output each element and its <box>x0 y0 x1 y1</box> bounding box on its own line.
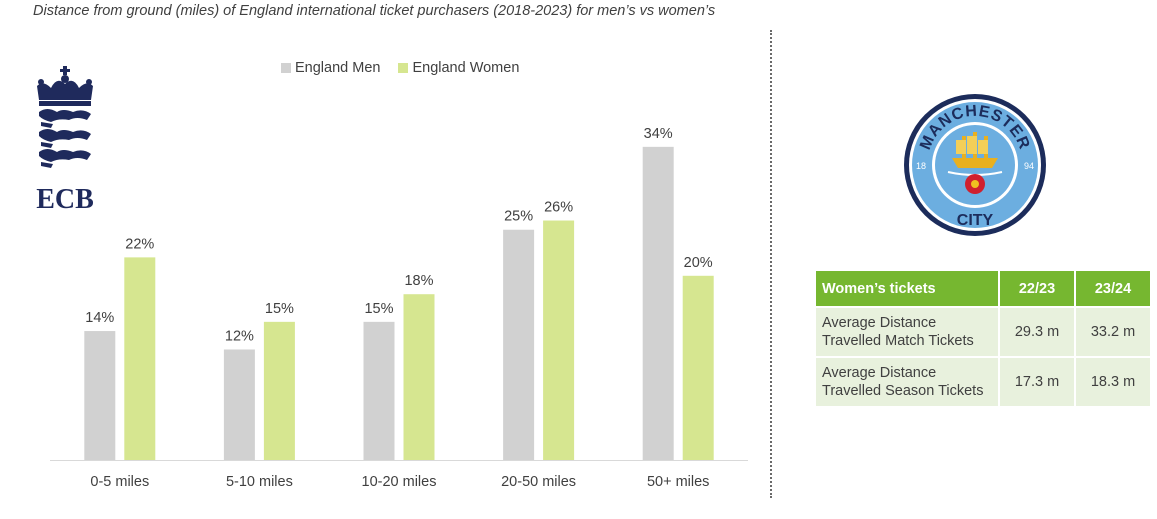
table-row-label: Average Distance Travelled Season Tickets <box>816 356 1000 406</box>
legend-label-men: England Men <box>295 60 381 76</box>
mcfc-bottom-text: CITY <box>957 212 994 229</box>
legend-swatch-women <box>398 63 409 73</box>
table-row: Average Distance Travelled Match Tickets … <box>816 306 1150 357</box>
data-label-men: 25% <box>504 209 533 225</box>
x-tick-label: 0-5 miles <box>90 474 149 490</box>
ecb-logo-text: ECB <box>36 184 94 214</box>
x-tick-label: 20-50 miles <box>501 474 576 490</box>
row-label-line1: Average Distance <box>822 315 937 331</box>
table-cell-2324: 33.2 m <box>1075 306 1150 357</box>
legend-label-women: England Women <box>412 60 520 76</box>
table-cell-2223: 17.3 m <box>999 356 1076 406</box>
ecb-crown-lions-icon: ECB <box>36 66 94 215</box>
womens-tickets-table: Women’s tickets 22/23 23/24 Average Dist… <box>816 271 1150 406</box>
manchester-city-crest-icon: MANCHESTER CITY 18 94 <box>904 94 1046 236</box>
chart-legend: England Men England Women <box>281 60 537 76</box>
data-label-women: 22% <box>125 236 154 252</box>
bar-men <box>642 146 674 460</box>
table-header-2223: 22/23 <box>999 271 1076 307</box>
chart-caption: Distance from ground (miles) of England … <box>33 3 716 19</box>
data-label-men: 15% <box>364 301 393 317</box>
x-tick-label: 5-10 miles <box>226 474 293 490</box>
row-label-line2: Travelled Season Tickets <box>822 383 984 399</box>
legend-item-men: England Men <box>281 60 380 76</box>
legend-item-women: England Women <box>398 60 519 76</box>
data-label-women: 15% <box>265 301 294 317</box>
mcfc-year-right: 94 <box>1024 161 1034 171</box>
bar-chart: 14% 22% 0-5 miles 12% 15% 5-10 miles 15% 18% 10-… <box>50 126 748 490</box>
table-cell-2223: 29.3 m <box>999 306 1076 357</box>
data-label-women: 18% <box>404 273 433 289</box>
mcfc-year-left: 18 <box>916 161 926 171</box>
table-row-label: Average Distance Travelled Match Tickets <box>816 306 1000 357</box>
table-header-row: Women’s tickets 22/23 23/24 <box>816 271 1150 307</box>
bar-women <box>682 275 714 460</box>
table-header-label: Women’s tickets <box>816 271 1000 307</box>
data-label-women: 26% <box>544 200 573 216</box>
table-row: Average Distance Travelled Season Tickets… <box>816 356 1150 406</box>
ship-icon <box>947 132 1003 176</box>
bar-men <box>503 229 535 460</box>
legend-swatch-men <box>281 63 291 73</box>
table-header-2324: 23/24 <box>1075 271 1150 307</box>
data-label-men: 14% <box>85 310 114 326</box>
bar-men <box>223 349 255 460</box>
bar-men <box>84 331 116 460</box>
x-tick-label: 50+ miles <box>647 474 709 490</box>
red-rose-icon <box>965 174 985 194</box>
bar-women <box>124 257 156 460</box>
row-label-line1: Average Distance <box>822 365 937 381</box>
table-cell-2324: 18.3 m <box>1075 356 1150 406</box>
bar-women <box>403 294 435 460</box>
bar-women <box>263 321 295 460</box>
ecb-logo: ECB <box>33 66 97 219</box>
row-label-line2: Travelled Match Tickets <box>822 333 974 349</box>
dotted-divider <box>770 30 772 498</box>
data-label-men: 34% <box>644 126 673 142</box>
bar-men <box>363 321 395 460</box>
data-label-men: 12% <box>225 328 254 344</box>
mcfc-logo: MANCHESTER CITY 18 94 <box>900 88 1050 248</box>
bar-women <box>543 220 575 460</box>
x-tick-label: 10-20 miles <box>362 474 437 490</box>
data-label-women: 20% <box>684 255 713 271</box>
